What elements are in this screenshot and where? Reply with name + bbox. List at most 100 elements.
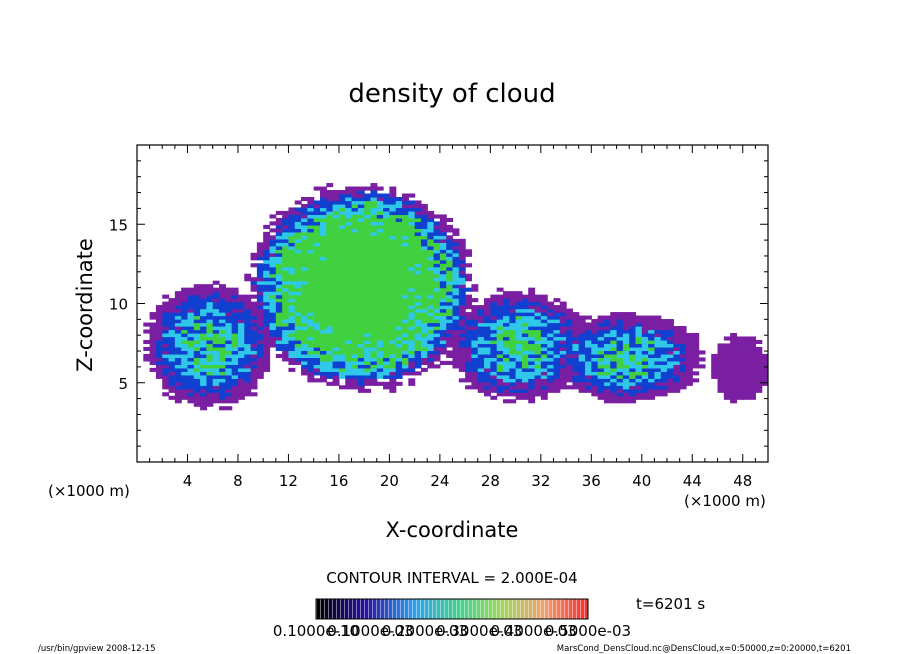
density-cell xyxy=(502,329,510,334)
density-cell xyxy=(269,322,277,327)
density-cell xyxy=(389,346,397,352)
density-cell xyxy=(692,336,700,341)
density-cell xyxy=(250,301,258,306)
density-cell xyxy=(534,298,542,303)
density-cell xyxy=(370,367,378,372)
density-cell xyxy=(484,378,491,383)
density-cell xyxy=(282,280,290,285)
density-cell xyxy=(319,322,327,327)
density-cell xyxy=(496,305,504,310)
density-cell xyxy=(370,287,378,292)
density-cell xyxy=(294,322,302,327)
density-cell xyxy=(256,308,264,313)
density-cell xyxy=(496,364,504,369)
density-cell xyxy=(357,190,365,195)
density-cell xyxy=(168,367,176,372)
density-cell xyxy=(269,308,277,313)
density-cell xyxy=(168,319,176,324)
density-cell xyxy=(509,315,517,320)
density-cell xyxy=(338,294,346,299)
density-cell xyxy=(465,350,473,355)
density-cell xyxy=(395,210,403,216)
density-cell xyxy=(597,336,605,341)
density-cell xyxy=(237,298,245,303)
density-cell xyxy=(269,315,277,320)
density-cell xyxy=(439,315,447,320)
density-cell xyxy=(515,312,523,317)
density-cell xyxy=(301,235,308,240)
density-cell xyxy=(383,332,390,338)
density-cell xyxy=(420,367,428,372)
density-cell xyxy=(319,280,327,285)
density-cell xyxy=(433,291,441,296)
density-cell xyxy=(408,319,416,324)
density-cell xyxy=(326,305,334,310)
density-cell xyxy=(338,277,346,282)
density-cell xyxy=(301,339,308,345)
density-cell xyxy=(389,190,397,195)
density-cell xyxy=(433,214,441,219)
density-cell xyxy=(439,319,447,324)
density-cell xyxy=(345,231,353,236)
density-cell xyxy=(540,367,548,372)
density-cell xyxy=(566,329,573,334)
density-cell xyxy=(256,329,264,334)
density-cell xyxy=(389,270,397,275)
density-cell xyxy=(149,353,157,358)
density-cell xyxy=(496,315,504,320)
density-cell xyxy=(383,326,390,331)
density-cell xyxy=(540,353,548,358)
density-cell xyxy=(294,346,302,352)
density-cell xyxy=(307,249,315,254)
density-cell xyxy=(269,287,277,292)
density-cell xyxy=(237,371,245,376)
density-cell xyxy=(237,388,245,393)
density-cell xyxy=(395,245,403,250)
density-cell xyxy=(193,291,201,296)
density-cell xyxy=(654,332,662,338)
density-cell xyxy=(629,319,637,324)
density-cell xyxy=(256,350,264,355)
density-cell xyxy=(742,350,750,355)
density-cell xyxy=(370,319,378,324)
density-cell xyxy=(370,381,378,386)
density-cell xyxy=(319,360,327,365)
density-cell xyxy=(660,385,668,390)
density-cell xyxy=(345,367,353,372)
density-cell xyxy=(338,228,346,233)
density-cell xyxy=(585,336,592,341)
density-cell xyxy=(603,364,611,369)
density-cell xyxy=(427,238,435,243)
density-cell xyxy=(572,381,580,386)
density-cell xyxy=(730,385,738,390)
density-cell xyxy=(288,228,296,233)
density-cell xyxy=(395,266,403,271)
density-cell xyxy=(301,305,308,310)
density-cell xyxy=(364,353,372,358)
density-cell xyxy=(402,357,409,362)
density-cell xyxy=(181,374,189,379)
density-cell xyxy=(364,343,372,348)
density-cell xyxy=(275,308,283,313)
density-cell xyxy=(578,378,586,383)
density-cell xyxy=(446,284,454,289)
density-cell xyxy=(635,367,643,372)
density-cell xyxy=(711,364,719,369)
density-cell xyxy=(155,336,163,341)
density-cell xyxy=(338,190,346,195)
density-cell xyxy=(338,284,346,289)
density-cell xyxy=(730,336,738,341)
density-cell xyxy=(603,392,611,397)
density-cell xyxy=(736,339,744,345)
density-cell xyxy=(181,305,189,310)
density-cell xyxy=(263,308,271,313)
density-cell xyxy=(338,231,346,236)
density-cell xyxy=(313,242,321,247)
density-cell xyxy=(528,326,536,331)
density-cell xyxy=(465,329,473,334)
density-cell xyxy=(395,298,403,303)
density-cell xyxy=(730,381,738,386)
density-cell xyxy=(338,374,346,379)
density-cell xyxy=(345,371,353,376)
density-cell xyxy=(351,374,359,379)
